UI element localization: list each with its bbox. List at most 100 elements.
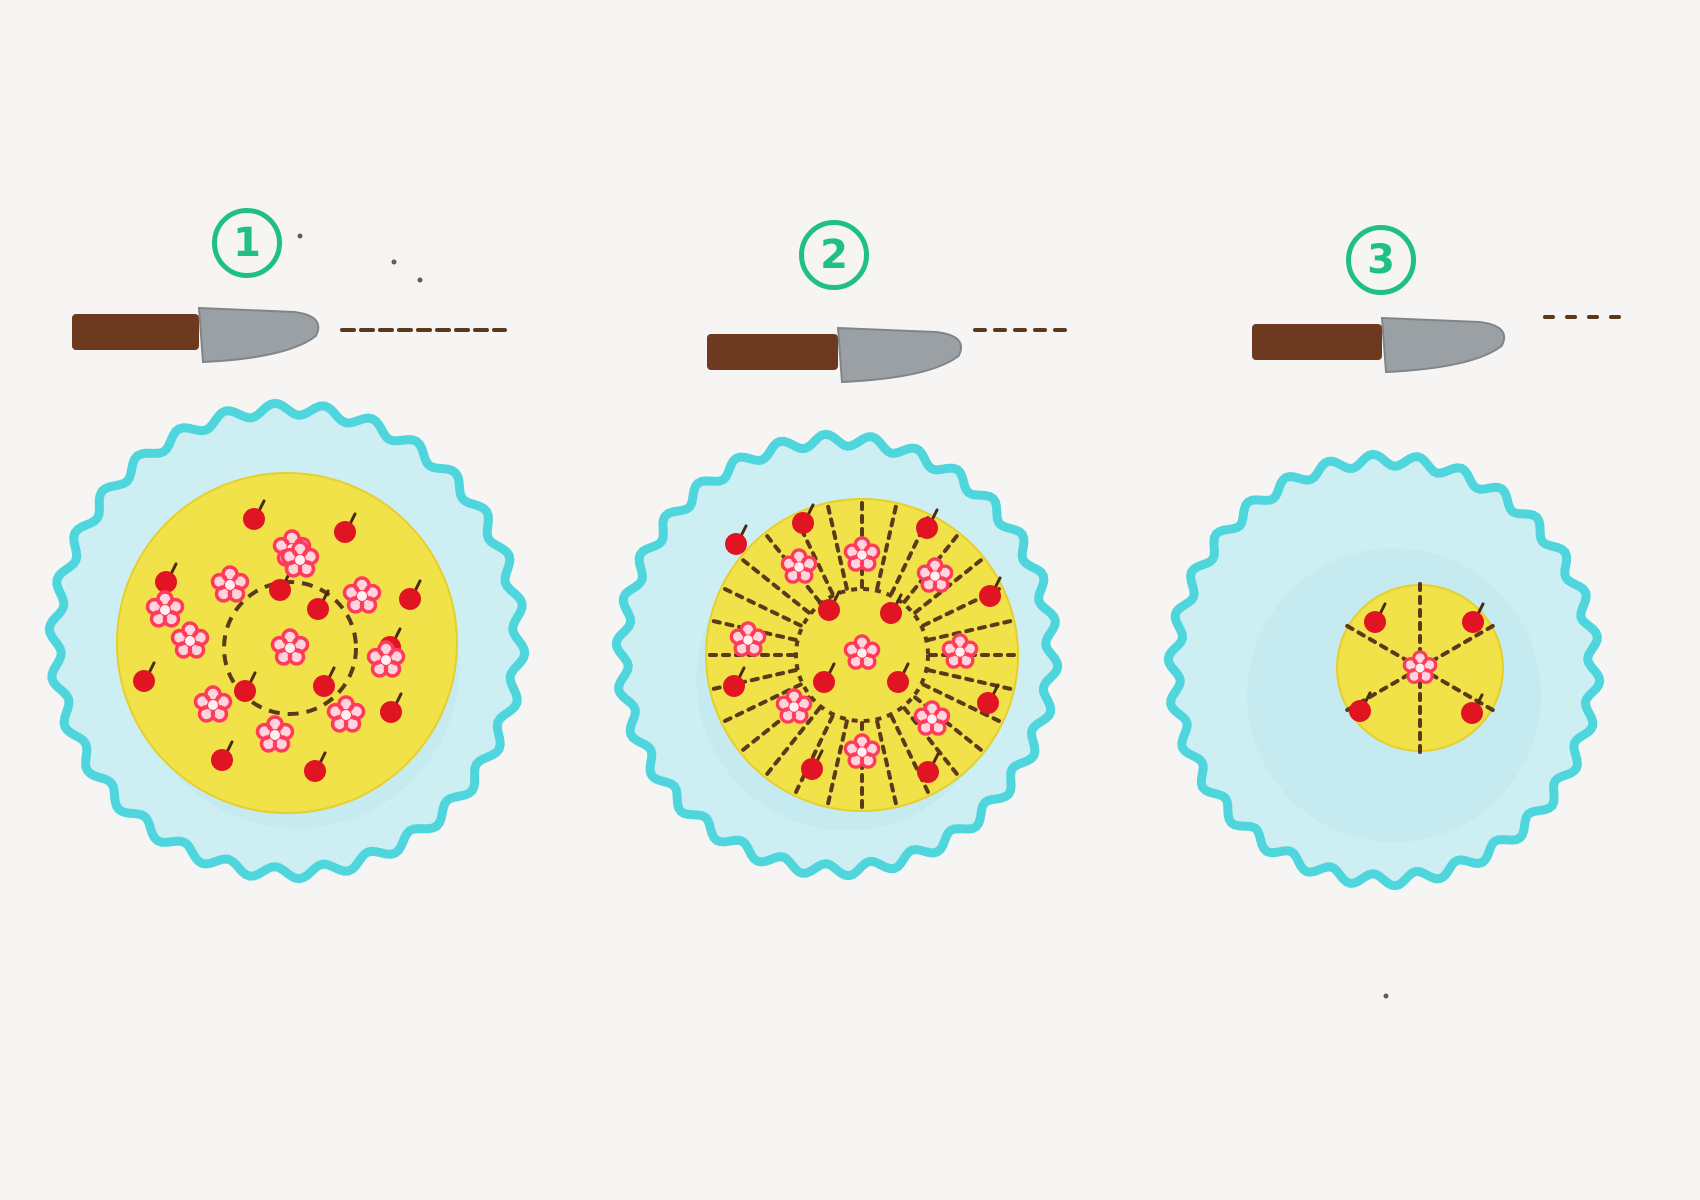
flower-center (743, 635, 753, 645)
cherry-icon (792, 503, 815, 534)
cut-line-radial (824, 498, 849, 591)
cherry-icon (334, 512, 357, 543)
flower-icon (170, 621, 210, 659)
cherry-icon (243, 499, 266, 530)
cherry-icon (1461, 693, 1484, 724)
flower-icon (916, 557, 954, 593)
step-number-1: 1 (233, 220, 261, 266)
cherry-body (801, 758, 823, 780)
flower-center (208, 700, 218, 710)
cherry-body (334, 521, 356, 543)
ink-dot (391, 259, 397, 265)
cherry-body (313, 675, 335, 697)
cut-line-radial (717, 584, 803, 628)
flower-icon (210, 565, 250, 603)
cherry-icon (211, 740, 234, 771)
cut-line-radial (791, 714, 835, 800)
flower-icon (342, 576, 382, 614)
flower-center (789, 702, 799, 712)
step-badge-1: 1 (212, 208, 282, 278)
cherry-body (916, 517, 938, 539)
flower-icon (780, 548, 818, 584)
flower-center (295, 555, 305, 565)
ink-dot (417, 277, 423, 283)
flower-center (285, 643, 295, 653)
cherry-body (307, 598, 329, 620)
cherry-icon (723, 666, 746, 697)
cherry-icon (725, 524, 748, 555)
flower-icon (280, 540, 320, 578)
cherry-icon (307, 589, 330, 620)
cherry-body (979, 585, 1001, 607)
flower-icon (775, 688, 813, 724)
cherry-body (380, 701, 402, 723)
flower-center (270, 730, 280, 740)
cherry-icon (380, 692, 403, 723)
cut-line-radial (902, 706, 963, 781)
ink-dot (1383, 993, 1389, 999)
cherry-icon (1462, 602, 1485, 633)
cherry-body (211, 749, 233, 771)
flower-center (857, 648, 867, 658)
flower-icon (1402, 650, 1438, 684)
cherry-icon (313, 666, 336, 697)
cut-line-radial (875, 719, 900, 812)
knife-handle (707, 334, 838, 370)
flower-center (955, 647, 965, 657)
cut-ring (794, 587, 930, 723)
cherry-body (269, 579, 291, 601)
cherry-body (1364, 611, 1386, 633)
flower-center (185, 636, 195, 646)
cherry-body (155, 571, 177, 593)
cherry-icon (133, 661, 156, 692)
flower-icon (145, 590, 185, 628)
cherry-icon (979, 576, 1002, 607)
cut-line-radial (736, 554, 811, 615)
flower-icon (843, 536, 881, 572)
flower-center (1415, 663, 1425, 673)
knife-handle (72, 314, 199, 350)
cherry-body (792, 512, 814, 534)
cut-line-radial (926, 617, 1019, 642)
flower-icon (941, 633, 979, 669)
step-badge-3: 3 (1346, 225, 1416, 295)
step-number-3: 3 (1367, 237, 1395, 283)
cut-ring (222, 580, 358, 716)
knife-handle (1252, 324, 1382, 360)
flower-center (857, 550, 867, 560)
cherry-icon (155, 562, 178, 593)
knife-blade (1380, 316, 1506, 374)
cherry-body (880, 602, 902, 624)
flower-center (225, 580, 235, 590)
ink-dot (297, 233, 303, 239)
flower-icon (255, 715, 295, 753)
cherry-icon (234, 671, 257, 702)
flower-icon (843, 733, 881, 769)
cut-line-radial (761, 706, 822, 781)
cherry-body (234, 680, 256, 702)
cherry-icon (1349, 691, 1372, 722)
cut-line-radial (875, 498, 900, 591)
cut-line-radial (889, 714, 933, 800)
cherry-body (1461, 702, 1483, 724)
cherry-body (813, 671, 835, 693)
knife-icon (1252, 316, 1506, 374)
cherry-body (887, 671, 909, 693)
knife-blade (836, 326, 963, 384)
cherry-icon (880, 593, 903, 624)
flower-center (930, 571, 940, 581)
cherry-icon (917, 752, 940, 783)
step-badge-2: 2 (799, 220, 869, 290)
cut-line-radial (913, 554, 988, 615)
cherry-icon (1364, 602, 1387, 633)
cherry-icon (813, 662, 836, 693)
cherry-body (818, 599, 840, 621)
cherry-icon (977, 683, 1000, 714)
cherry-body (304, 760, 326, 782)
flower-icon (843, 634, 881, 670)
cut-line-radial (921, 682, 1007, 726)
step-number-2: 2 (820, 232, 848, 278)
flower-icon (270, 628, 310, 666)
